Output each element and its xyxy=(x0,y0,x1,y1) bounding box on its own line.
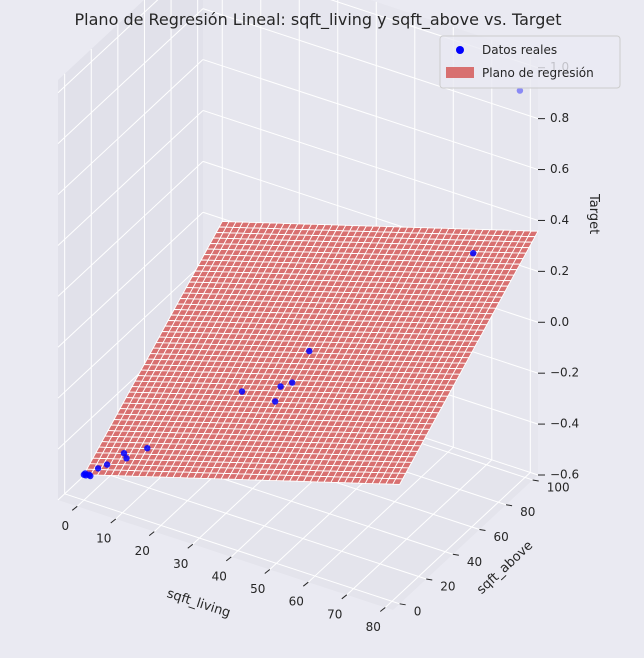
tick-mark xyxy=(225,556,232,562)
x-tick-label: 30 xyxy=(173,557,188,571)
x-tick-label: 60 xyxy=(289,595,304,609)
tick-mark xyxy=(399,603,406,606)
x-tick-label: 10 xyxy=(96,532,111,546)
axes-ticks: 0 10 20 30 40 50 60 70 80 0 20 40 60 80 100−0.6 −0.4 −0.… xyxy=(61,60,579,634)
tick-mark xyxy=(264,569,271,574)
data-point xyxy=(94,465,102,472)
z-tick-label: 0.8 xyxy=(550,111,569,125)
tick-mark xyxy=(505,504,513,507)
legend-box xyxy=(439,35,621,89)
gridline-z xyxy=(57,160,204,297)
z-tick-label: 0.2 xyxy=(550,264,569,278)
gridline-z xyxy=(202,109,539,221)
tick-mark xyxy=(187,543,194,549)
data-point xyxy=(120,450,128,457)
data-point xyxy=(470,250,477,257)
data-point xyxy=(123,455,130,462)
legend-label-plano: Plano de regresión xyxy=(482,66,594,80)
y-tick-label: 100 xyxy=(547,481,570,495)
tick-mark xyxy=(379,607,386,612)
data-point xyxy=(272,398,279,405)
gridline-z xyxy=(57,110,204,246)
legend-marker-datos-reales xyxy=(456,46,464,54)
gridline-z xyxy=(57,8,204,145)
x-tick-label: 0 xyxy=(61,519,69,533)
tick-mark xyxy=(71,505,78,511)
z-tick-label: −0.4 xyxy=(550,417,579,431)
tick-mark xyxy=(148,531,155,536)
data-point xyxy=(103,461,111,468)
data-point xyxy=(238,388,246,395)
data-point xyxy=(277,383,284,390)
legend-patch-plano xyxy=(446,67,474,78)
x-tick-label: 70 xyxy=(327,607,342,621)
legend-label-datos-reales: Datos reales xyxy=(482,43,557,57)
tick-mark xyxy=(426,578,433,581)
tick-mark xyxy=(110,518,117,524)
tick-mark xyxy=(302,581,309,587)
gridline-x xyxy=(384,472,531,608)
data-point xyxy=(516,87,524,94)
data-point xyxy=(87,472,94,480)
tick-mark xyxy=(532,479,539,482)
x-tick-label: 50 xyxy=(250,582,265,596)
x-tick-label: 40 xyxy=(212,569,227,583)
regression-plane xyxy=(83,220,539,485)
data-point xyxy=(82,470,89,477)
data-point xyxy=(289,379,296,386)
data-points xyxy=(80,87,524,480)
z-axis-label: Target xyxy=(586,193,601,234)
gridline-z xyxy=(57,211,204,348)
gridline-z xyxy=(57,0,159,94)
z-tick-label: 0.6 xyxy=(550,162,569,176)
gridline-z xyxy=(57,59,204,195)
gridline-z xyxy=(57,262,204,399)
gridline-x xyxy=(346,459,493,596)
tick-mark xyxy=(479,529,486,531)
y-tick-label: 80 xyxy=(520,505,535,519)
gridline-z xyxy=(202,59,539,171)
z-tick-label: −0.2 xyxy=(550,366,579,380)
y-tick-label: 0 xyxy=(414,604,422,618)
y-tick-label: 60 xyxy=(494,530,509,544)
y-tick-label: 20 xyxy=(440,580,455,594)
x-tick-label: 20 xyxy=(135,544,150,558)
y-tick-label: 40 xyxy=(467,555,482,569)
x-tick-label: 80 xyxy=(366,620,381,634)
z-tick-label: 0.4 xyxy=(550,213,569,227)
plane-cell xyxy=(392,478,404,485)
data-point xyxy=(306,347,313,355)
data-point xyxy=(144,445,151,452)
gridline-z xyxy=(202,8,539,120)
legend: Datos reales Plano de regresión xyxy=(439,35,621,89)
tick-mark xyxy=(452,553,459,556)
tick-mark xyxy=(341,594,348,600)
gridline-y xyxy=(64,493,400,605)
gridline-y xyxy=(91,468,427,580)
chart-title: Plano de Regresión Lineal: sqft_living y… xyxy=(75,10,562,30)
gridline-x xyxy=(307,446,454,583)
z-tick-label: 0.0 xyxy=(550,315,569,329)
z-tick-label: −0.6 xyxy=(550,468,579,482)
